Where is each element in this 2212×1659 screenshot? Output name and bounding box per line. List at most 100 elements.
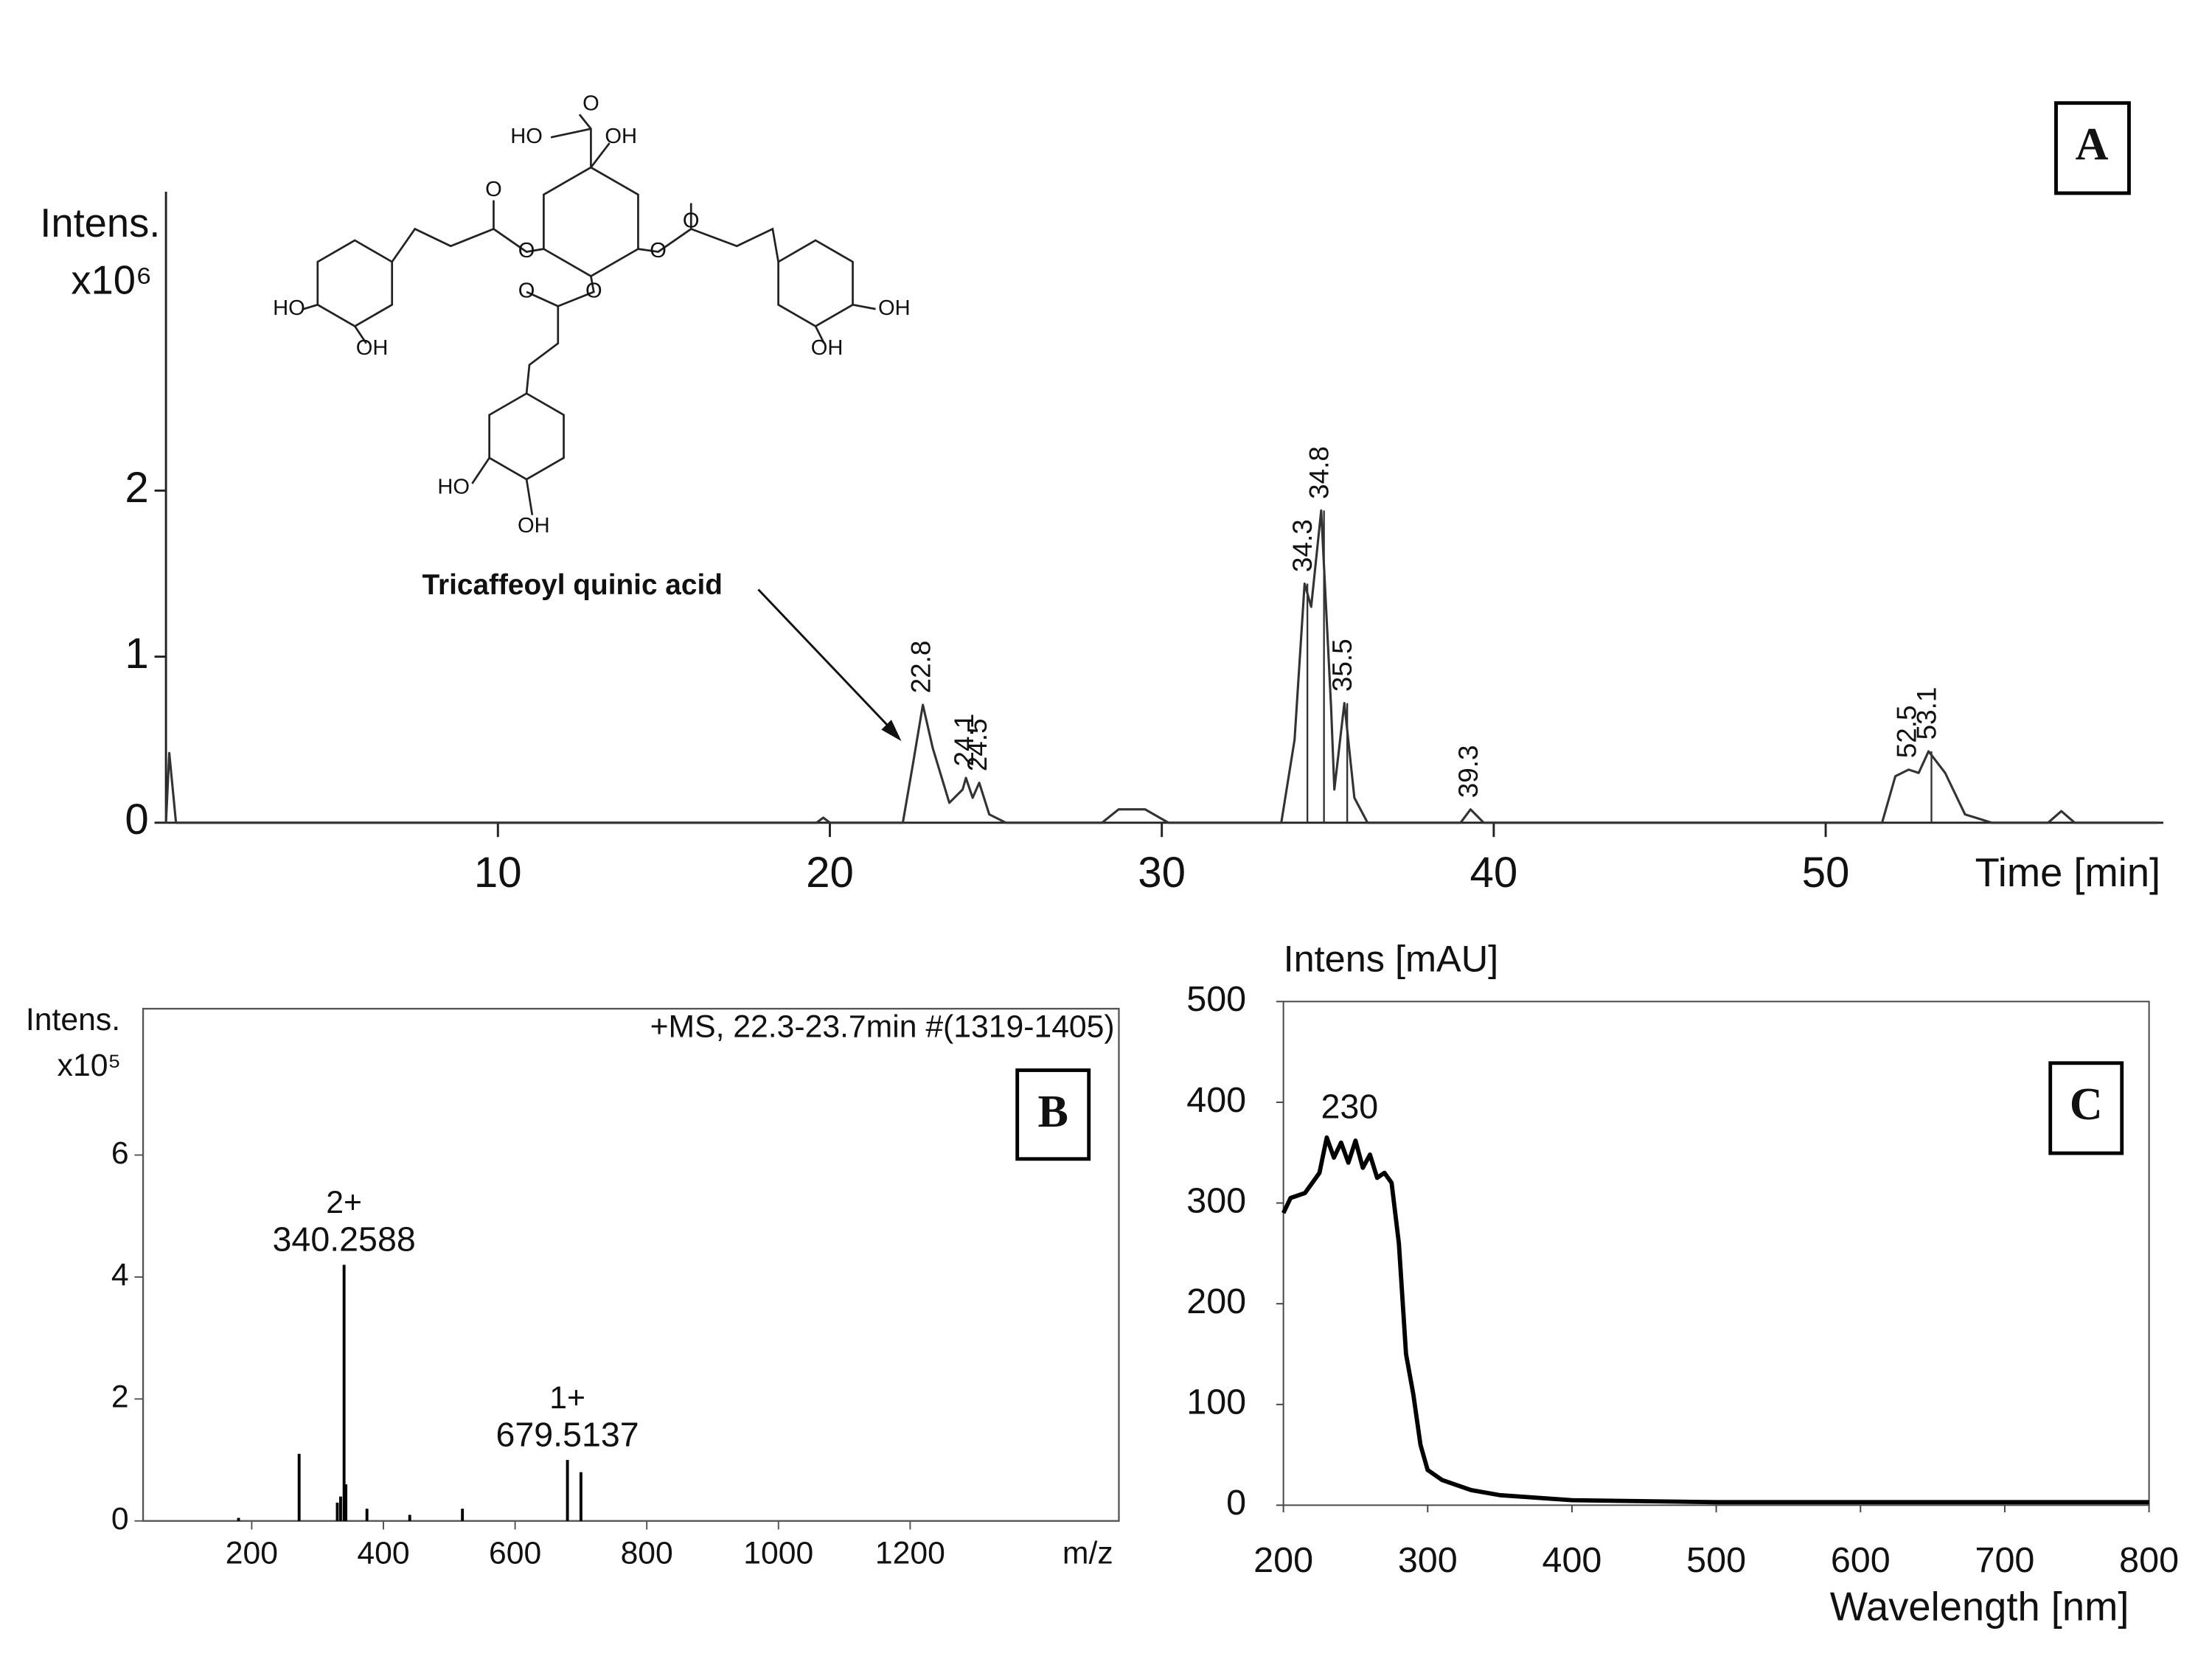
y-tick-label: 1 <box>125 630 148 678</box>
x-tick-label: 300 <box>1398 1540 1458 1580</box>
plot-frame <box>1282 1001 2150 1506</box>
x-tick-label: 20 <box>806 849 854 897</box>
peak-label: 39.3 <box>1453 745 1484 798</box>
bond <box>354 325 367 344</box>
bond <box>590 142 611 168</box>
ring <box>543 166 639 278</box>
bond <box>525 479 534 515</box>
x-tick-label: 500 <box>1686 1540 1746 1580</box>
bond <box>471 457 490 484</box>
y-axis-label: Intens [mAU] <box>1284 937 1499 979</box>
arrow-head <box>881 720 902 742</box>
peak-label: 22.8 <box>905 641 936 694</box>
peak-label: 230 <box>1321 1087 1379 1125</box>
atom-label: O <box>582 91 599 115</box>
bond <box>526 276 595 307</box>
panel-label: B <box>1037 1087 1068 1137</box>
atom-label: O <box>585 279 602 303</box>
mz-label: 340.2588 <box>273 1220 416 1259</box>
atom-label: OH <box>811 336 844 360</box>
chart-title: +MS, 22.3-23.7min #(1319-1405) <box>650 1009 1115 1044</box>
bond <box>852 303 876 310</box>
atom-label: OH <box>605 125 637 148</box>
bond <box>391 227 494 262</box>
ring <box>488 392 565 481</box>
x-tick-label: 30 <box>1138 849 1186 897</box>
y-tick-label: 0 <box>1226 1483 1246 1523</box>
atom-label: O <box>518 239 535 262</box>
atom-label: HO <box>510 125 543 148</box>
bond <box>525 306 560 394</box>
charge-label: 1+ <box>549 1380 585 1416</box>
x-tick-label: 200 <box>226 1536 278 1571</box>
ring <box>777 239 854 328</box>
y-tick-label: 300 <box>1186 1180 1246 1220</box>
x-tick-label: 400 <box>1542 1540 1601 1580</box>
bond <box>814 325 825 344</box>
atom-label: O <box>485 178 502 201</box>
atom-label: OH <box>878 296 911 320</box>
peak-label: 35.5 <box>1327 639 1357 692</box>
ring <box>316 239 394 328</box>
atom-label: OH <box>356 336 389 360</box>
charge-label: 2+ <box>326 1185 362 1220</box>
data-line <box>164 509 2158 824</box>
x-tick-label: 1000 <box>743 1536 813 1571</box>
y-tick-label: 4 <box>111 1257 129 1293</box>
y-multiplier: x10⁵ <box>58 1048 122 1083</box>
atom-label: O <box>650 239 667 262</box>
bond <box>550 128 591 139</box>
panel-label: C <box>2070 1079 2103 1130</box>
x-tick-label: 600 <box>489 1536 541 1571</box>
x-tick-label: 400 <box>357 1536 409 1571</box>
y-tick-label: 2 <box>125 464 148 512</box>
panel-box <box>2048 1061 2124 1155</box>
x-tick-label: 10 <box>474 849 522 897</box>
bond <box>578 114 592 168</box>
atom-label: HO <box>437 475 470 498</box>
y-axis-label: Intens. <box>40 201 160 246</box>
x-axis-label: m/z <box>1062 1536 1113 1571</box>
x-tick-label: 600 <box>1831 1540 1891 1580</box>
peak-label: 53.1 <box>1911 687 1941 740</box>
y-tick-label: 400 <box>1186 1080 1246 1120</box>
x-tick-label: 200 <box>1253 1540 1313 1580</box>
bond <box>302 304 319 310</box>
bond <box>493 200 544 253</box>
y-tick-label: 200 <box>1186 1281 1246 1321</box>
atom-label: O <box>518 279 535 303</box>
bond <box>638 203 692 253</box>
annotation: Tricaffeoyl quinic acid <box>422 569 722 601</box>
x-tick-label: 50 <box>1802 849 1850 897</box>
data-line <box>1281 1135 2149 1505</box>
x-tick-label: 40 <box>1470 849 1517 897</box>
atom-label: OH <box>518 514 550 538</box>
y-tick-label: 6 <box>111 1135 129 1171</box>
x-axis-label: Wavelength [nm] <box>1830 1584 2129 1629</box>
bond <box>690 227 779 262</box>
atom-label: O <box>683 209 700 232</box>
peak-label: 24.5 <box>962 718 992 771</box>
peak-label: 52.5 <box>1891 705 1921 758</box>
y-tick-label: 2 <box>111 1380 129 1415</box>
y-tick-label: 100 <box>1186 1382 1246 1422</box>
x-axis-label: Time [min] <box>1975 850 2161 895</box>
peak-label: 24.1 <box>949 714 979 767</box>
y-tick-label: 0 <box>125 796 148 844</box>
y-axis-label: Intens. <box>26 1002 120 1037</box>
panel-box <box>2054 101 2131 195</box>
plot-frame <box>142 1007 1120 1522</box>
peak-label: 34.8 <box>1304 446 1335 499</box>
y-multiplier: x10⁶ <box>71 258 152 303</box>
x-tick-label: 1200 <box>875 1536 945 1571</box>
x-tick-label: 800 <box>2119 1540 2179 1580</box>
peak-label: 34.3 <box>1287 519 1318 572</box>
y-tick-label: 500 <box>1186 979 1246 1019</box>
panel-label: A <box>2076 119 2109 170</box>
chemical-structure <box>302 114 876 515</box>
x-tick-label: 800 <box>621 1536 673 1571</box>
atom-label: HO <box>273 296 305 320</box>
mz-label: 679.5137 <box>495 1415 639 1453</box>
